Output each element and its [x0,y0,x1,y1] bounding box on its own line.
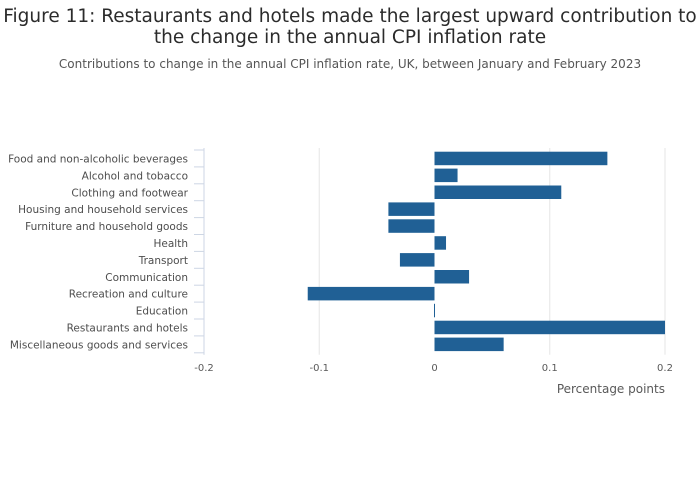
chart-title: Figure 11: Restaurants and hotels made t… [3,6,697,48]
bar [434,236,447,250]
category-label: Food and non-alcoholic beverages [8,153,188,165]
category-label: Restaurants and hotels [67,322,188,334]
x-tick-label: 0.1 [542,363,558,374]
category-label: Recreation and culture [69,289,188,301]
bar [434,168,458,183]
bar [434,337,504,352]
x-tick-label: 0.2 [657,363,673,374]
category-label: Housing and household services [18,204,188,216]
bar [434,270,470,284]
category-labels: Food and non-alcoholic beverages Alcohol … [8,153,189,351]
category-label: Health [154,238,188,250]
bar [434,320,665,335]
bar [434,185,562,199]
category-label: Furniture and household goods [25,221,188,233]
x-axis-title: Percentage points [557,382,665,396]
chart-subtitle: Contributions to change in the annual CP… [58,57,642,71]
bars [307,151,665,352]
category-label: Education [136,306,188,318]
bar [388,202,435,216]
x-tick-label: -0.2 [194,363,214,374]
bar [434,303,435,318]
category-label: Miscellaneous goods and services [10,339,188,351]
x-tick-label: 0 [431,363,437,374]
bar [434,151,608,166]
bar [307,286,435,301]
category-label: Clothing and footwear [71,187,188,199]
x-tick-label: -0.1 [309,363,329,374]
category-label: Alcohol and tobacco [82,170,188,182]
bar [399,253,435,267]
category-label: Transport [138,255,188,267]
category-label: Communication [105,272,188,284]
y-axis [194,148,205,355]
bar [388,219,435,233]
x-tick-labels: -0.2 -0.1 0 0.1 0.2 [194,363,673,374]
